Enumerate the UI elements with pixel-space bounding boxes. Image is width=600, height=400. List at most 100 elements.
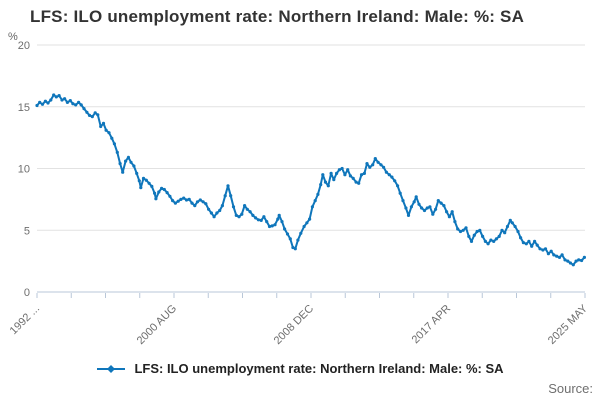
data-point [371, 163, 375, 167]
data-point [464, 226, 468, 230]
data-point [563, 258, 567, 262]
data-point [340, 166, 344, 171]
data-point [270, 224, 274, 228]
data-point [467, 234, 471, 238]
data-point [267, 224, 272, 229]
data-point [489, 238, 493, 242]
data-point [434, 207, 438, 211]
data-point [182, 196, 186, 200]
data-point [422, 208, 427, 213]
data-point [348, 174, 352, 178]
legend: LFS: ILO unemployment rate: Northern Ire… [0, 361, 600, 376]
data-point [494, 237, 498, 241]
data-point [368, 165, 372, 169]
data-point [85, 110, 89, 114]
data-point [195, 200, 200, 204]
data-point [456, 227, 460, 231]
data-point [115, 150, 119, 154]
data-point [530, 244, 534, 248]
data-point [276, 217, 280, 221]
data-point [568, 261, 573, 265]
data-point [262, 215, 266, 219]
data-point [46, 101, 50, 105]
data-point [376, 160, 380, 164]
data-point [207, 207, 211, 211]
data-point [77, 100, 81, 104]
data-point [280, 220, 284, 224]
data-point [165, 191, 169, 195]
data-point [425, 206, 429, 210]
y-tick-label: 5 [24, 225, 30, 237]
data-point [450, 210, 454, 214]
data-point [571, 263, 575, 267]
data-point [121, 170, 125, 174]
data-point [74, 103, 78, 107]
data-point [574, 259, 578, 263]
data-point [373, 157, 377, 161]
data-point [144, 178, 148, 182]
data-point [243, 204, 247, 208]
data-point [277, 213, 281, 217]
data-point [379, 163, 383, 167]
data-point [478, 228, 482, 232]
data-point [516, 229, 520, 234]
data-point [398, 191, 402, 195]
data-point [362, 171, 366, 175]
data-point [87, 113, 92, 117]
data-point [337, 168, 341, 172]
legend-swatch-marker [107, 364, 116, 373]
data-point [124, 159, 128, 163]
data-point [412, 200, 416, 204]
data-point [521, 241, 526, 245]
data-point [431, 212, 435, 216]
data-point [577, 258, 581, 262]
data-point [285, 232, 290, 236]
y-tick-label: 20 [18, 40, 30, 52]
data-point [552, 253, 556, 257]
chart-svg[interactable]: 0 5 10 15 20 1992 ... 2000 AUG 2008 DEC 2017 APR… [0, 30, 600, 360]
data-point [273, 223, 277, 227]
data-point [162, 187, 166, 192]
data-point [497, 234, 501, 238]
data-point [475, 229, 479, 234]
series-line[interactable] [36, 94, 586, 266]
data-point [503, 231, 507, 235]
data-point [329, 171, 333, 175]
data-point [265, 220, 269, 224]
data-point [543, 247, 548, 251]
data-point [533, 239, 537, 243]
data-point [555, 254, 559, 258]
data-point [557, 255, 562, 259]
data-point [486, 242, 490, 246]
data-point [549, 249, 553, 253]
y-tick-label: 15 [18, 102, 30, 114]
data-point [351, 176, 355, 180]
data-point [582, 255, 587, 259]
data-point [49, 98, 53, 102]
data-point [137, 179, 141, 183]
data-point [305, 221, 309, 225]
data-point [43, 99, 48, 103]
data-point [193, 204, 197, 208]
data-point [126, 155, 130, 159]
data-point [259, 218, 263, 222]
data-point [112, 142, 116, 146]
data-point [68, 99, 72, 103]
data-point [492, 239, 496, 243]
data-point [409, 205, 413, 209]
data-point [218, 208, 222, 213]
data-point [135, 171, 139, 175]
data-point [168, 194, 172, 198]
data-point [71, 102, 75, 106]
data-point [566, 259, 570, 263]
data-point [445, 210, 449, 214]
data-point [54, 95, 58, 99]
data-point [215, 211, 219, 215]
data-point [428, 205, 432, 209]
data-point [535, 243, 539, 247]
data-point [212, 215, 216, 219]
data-point [154, 197, 158, 201]
data-point [354, 180, 358, 184]
data-point [82, 107, 86, 111]
